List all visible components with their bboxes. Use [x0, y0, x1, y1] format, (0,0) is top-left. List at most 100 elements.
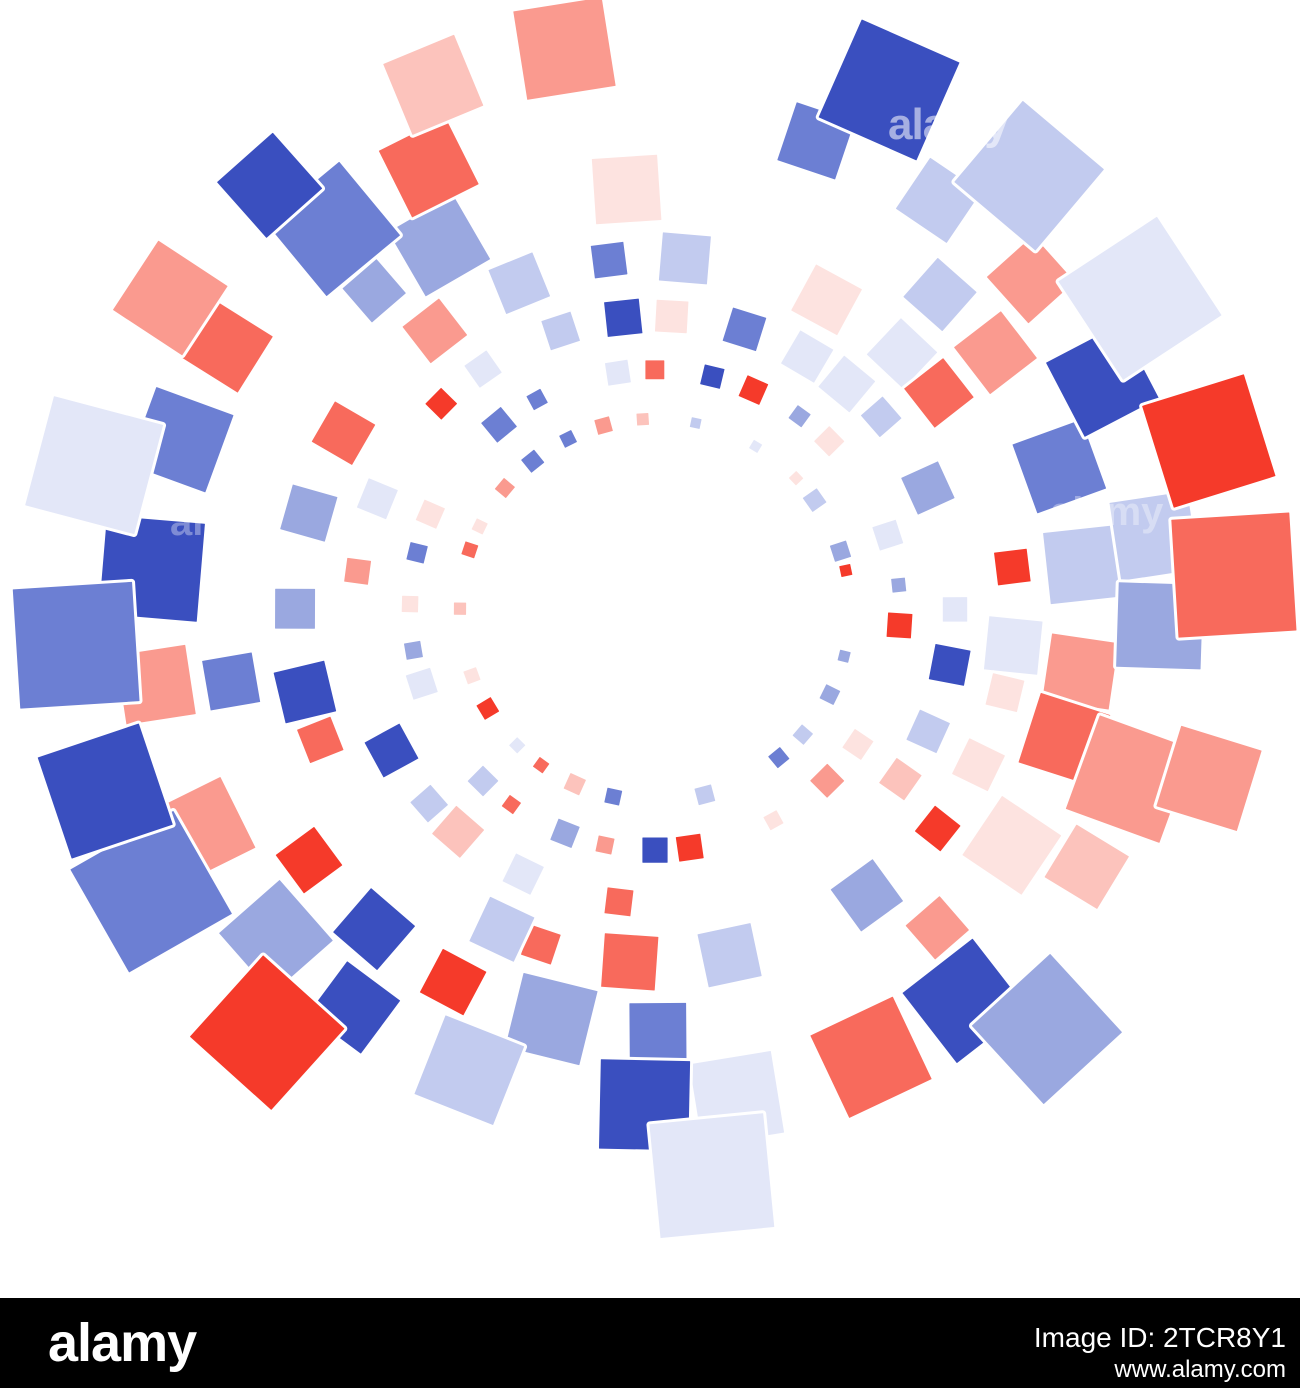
alamy-logo: alamy	[48, 1313, 197, 1373]
mosaic-tile	[601, 295, 646, 340]
mosaic-tile	[330, 885, 418, 973]
mosaic-tile	[361, 720, 422, 781]
mosaic-tile	[485, 249, 554, 317]
mosaic-tile	[869, 516, 907, 554]
mosaic-tile	[478, 404, 520, 446]
mosaic-tile	[811, 423, 848, 460]
mosaic-tile	[341, 554, 375, 588]
mosaic-tile	[951, 97, 1107, 254]
mosaic-tile	[601, 884, 637, 920]
mosaic-tile	[949, 735, 1008, 795]
mosaic-tile	[655, 229, 714, 288]
mosaic-tile	[691, 781, 719, 809]
mosaic-tile	[912, 802, 964, 855]
mosaic-tile	[407, 781, 451, 826]
mosaic-tile	[815, 352, 879, 416]
mosaic-tile	[556, 427, 580, 451]
mosaic-tile	[547, 815, 583, 851]
mosaic-tile	[187, 952, 348, 1113]
mosaic-tile	[458, 538, 482, 562]
mosaic-tile	[925, 641, 974, 689]
mosaic-tile	[466, 893, 538, 965]
mosaic-tile	[799, 485, 830, 515]
mosaic-tile	[22, 393, 167, 538]
footer-bar	[0, 1298, 1300, 1388]
mosaic-tile	[785, 402, 814, 431]
mosaic-tile	[398, 592, 422, 616]
site-url: www.alamy.com	[1114, 1356, 1286, 1383]
mosaic-tile	[639, 834, 671, 866]
mosaic-tile	[980, 613, 1046, 678]
mosaic-tile	[827, 856, 906, 935]
mosaic-tile	[353, 475, 401, 523]
mosaic-tile	[719, 304, 770, 355]
mosaic-tile	[416, 945, 490, 1019]
mosaic-tile	[399, 295, 471, 367]
mosaic-tile	[968, 951, 1125, 1107]
mosaic-tile	[651, 296, 692, 337]
mosaic-tile	[1041, 821, 1132, 912]
mosaic-svg	[9, 0, 1300, 1242]
mosaic-tile	[836, 560, 856, 581]
mosaic-tile	[746, 436, 766, 456]
mosaic-tile	[429, 802, 487, 861]
mosaic-tile	[672, 830, 707, 865]
mosaic-tile	[402, 664, 441, 703]
mosaic-tile	[1040, 522, 1125, 608]
mosaic-tile	[626, 999, 690, 1063]
mosaic-tile	[473, 694, 503, 723]
mosaic-tile	[903, 706, 953, 757]
mosaic-tile	[1139, 371, 1279, 511]
mosaic-tile	[939, 594, 971, 625]
mosaic-tile	[294, 713, 347, 767]
mosaic-tile	[464, 762, 502, 800]
mosaic-tile	[523, 385, 551, 414]
mosaic-tile	[385, 191, 493, 300]
mosaic-tile	[959, 793, 1065, 898]
mosaic-tile	[902, 893, 972, 963]
mosaic-tile	[826, 537, 855, 565]
mosaic-tile	[403, 539, 431, 567]
mosaic-tile	[214, 129, 326, 241]
mosaic-tile	[461, 347, 505, 391]
mosaic-tile	[601, 356, 634, 389]
mosaic-tile	[510, 0, 619, 103]
mosaic-tile	[686, 414, 705, 432]
mosaic-tile	[308, 398, 379, 468]
mosaic-tile	[646, 1110, 778, 1242]
mosaic-tile	[888, 574, 910, 596]
radial-mosaic-artwork	[9, 0, 1300, 1242]
mosaic-tile	[506, 734, 529, 757]
mosaic-tile	[1055, 213, 1225, 383]
mosaic-tile	[1168, 509, 1300, 641]
mosaic-tile	[786, 468, 807, 489]
mosaic-tile	[592, 832, 618, 858]
mosaic-tile	[499, 850, 547, 898]
mosaic-tile	[815, 16, 963, 164]
mosaic-tile	[1009, 416, 1110, 517]
image-id: Image ID: 2TCR8Y1	[1033, 1322, 1286, 1353]
mosaic-tile	[277, 481, 341, 545]
mosaic-tile	[216, 877, 336, 997]
mosaic-tile	[898, 458, 958, 518]
mosaic-tile	[788, 261, 865, 339]
mosaic-tile	[735, 372, 772, 408]
mosaic-tile	[1153, 722, 1265, 834]
mosaic-tile	[778, 327, 837, 386]
mosaic-tile	[411, 1012, 528, 1128]
mosaic-tile	[401, 637, 426, 663]
mosaic-tile	[883, 609, 916, 642]
mosaic-tile	[951, 308, 1040, 398]
mosaic-tile	[412, 496, 448, 532]
mosaic-tile	[587, 238, 631, 282]
mosaic-tile	[601, 784, 626, 809]
mosaic-tile	[900, 255, 980, 334]
mosaic-tile	[422, 384, 460, 423]
mosaic-tile	[839, 725, 877, 763]
mosaic-tile	[991, 545, 1034, 589]
mosaic-tile	[834, 646, 854, 666]
mosaic-tile	[272, 823, 346, 897]
mosaic-tile	[591, 413, 616, 438]
mosaic-tile	[560, 770, 589, 799]
mosaic-tile	[491, 475, 518, 501]
